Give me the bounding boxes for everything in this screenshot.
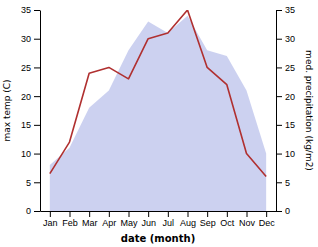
tick-mark bbox=[34, 182, 40, 183]
tick: 25 bbox=[21, 63, 40, 73]
tick-mark bbox=[247, 211, 248, 217]
tick-label: 20 bbox=[21, 92, 31, 102]
tick: May bbox=[120, 211, 138, 228]
y-axis: 0 5 10 15 20 25 30 35 bbox=[21, 5, 41, 216]
tick-label: May bbox=[120, 218, 138, 228]
tick: 15 bbox=[21, 120, 40, 130]
tick-label: Nov bbox=[239, 218, 256, 228]
tick-mark bbox=[276, 182, 282, 183]
tick: 5 bbox=[276, 178, 290, 188]
tick-mark bbox=[148, 211, 149, 217]
tick-mark bbox=[89, 211, 90, 217]
tick-mark bbox=[34, 211, 40, 212]
area bbox=[50, 16, 266, 211]
tick-mark bbox=[276, 125, 282, 126]
tick-label: Sep bbox=[200, 218, 216, 228]
tick-mark bbox=[207, 211, 208, 217]
tick: Nov bbox=[239, 211, 256, 228]
tick: Sep bbox=[200, 211, 216, 228]
tick-label: Jan bbox=[43, 218, 58, 228]
tick-label: 25 bbox=[21, 63, 31, 73]
tick: 10 bbox=[276, 149, 295, 159]
tick-label: 35 bbox=[21, 5, 31, 15]
tick: Jun bbox=[141, 211, 156, 228]
y2-axis: 0 5 10 15 20 25 30 35 bbox=[276, 5, 295, 216]
tick-label: 30 bbox=[21, 34, 31, 44]
tick-label: 10 bbox=[21, 149, 31, 159]
plot: Jan Feb Mar Apr MayJun Jul Aug Sep Oct NovDec 0 5 10… bbox=[2, 5, 314, 244]
tick: 35 bbox=[276, 5, 295, 15]
tick: 10 bbox=[21, 149, 40, 159]
tick-label: 30 bbox=[285, 34, 295, 44]
tick-label: Aug bbox=[180, 218, 196, 228]
tick-mark bbox=[34, 67, 40, 68]
tick-label: Jun bbox=[141, 218, 156, 228]
tick: 30 bbox=[21, 34, 40, 44]
tick-mark bbox=[276, 10, 282, 11]
tick: Dec bbox=[259, 211, 276, 228]
tick-mark bbox=[276, 39, 282, 40]
tick-label: Apr bbox=[102, 218, 116, 228]
tick-mark bbox=[276, 211, 282, 212]
tick-label: 15 bbox=[285, 120, 295, 130]
tick: 0 bbox=[26, 206, 40, 216]
y-axis-title: max temp (C) bbox=[2, 79, 12, 141]
tick-mark bbox=[34, 10, 40, 11]
axis-line bbox=[41, 211, 277, 212]
tick-label: Mar bbox=[82, 218, 98, 228]
tick: Aug bbox=[180, 211, 196, 228]
tick-mark bbox=[129, 211, 130, 217]
tick-label: 5 bbox=[285, 178, 290, 188]
tick-label: Jul bbox=[163, 218, 175, 228]
tick-label: 0 bbox=[285, 206, 290, 216]
tick: Jul bbox=[163, 211, 175, 228]
tick: Mar bbox=[82, 211, 98, 228]
tick-mark bbox=[34, 39, 40, 40]
tick-label: 15 bbox=[21, 120, 31, 130]
tick-mark bbox=[34, 125, 40, 126]
tick: 30 bbox=[276, 34, 295, 44]
tick-label: 5 bbox=[26, 178, 31, 188]
tick-label: 20 bbox=[285, 92, 295, 102]
tick-mark bbox=[34, 154, 40, 155]
tick-mark bbox=[276, 96, 282, 97]
tick-mark bbox=[266, 211, 267, 217]
tick-mark bbox=[109, 211, 110, 217]
tick-label: 25 bbox=[285, 63, 295, 73]
tick-label: 0 bbox=[26, 206, 31, 216]
tick: 20 bbox=[21, 92, 40, 102]
tick-mark bbox=[276, 154, 282, 155]
tick: 15 bbox=[276, 120, 295, 130]
tick-mark bbox=[50, 211, 51, 217]
tick-mark bbox=[34, 96, 40, 97]
tick-label: Feb bbox=[62, 218, 78, 228]
tick: 35 bbox=[21, 5, 40, 15]
tick: Jan bbox=[43, 211, 58, 228]
tick: Feb bbox=[62, 211, 78, 228]
tick: 5 bbox=[26, 178, 40, 188]
line bbox=[50, 10, 266, 177]
tick-mark bbox=[276, 67, 282, 68]
tick-mark bbox=[168, 211, 169, 217]
x-axis-title: date (month) bbox=[121, 233, 195, 244]
tick-mark bbox=[188, 211, 189, 217]
tick-mark bbox=[70, 211, 71, 217]
axis-line bbox=[276, 11, 277, 212]
tick: 20 bbox=[276, 92, 295, 102]
marks bbox=[50, 10, 266, 211]
x-axis: Jan Feb Mar Apr MayJun Jul Aug Sep Oct NovDec bbox=[41, 211, 277, 228]
tick: Oct bbox=[220, 211, 235, 228]
tick: 25 bbox=[276, 63, 295, 73]
tick-label: 10 bbox=[285, 149, 295, 159]
y2-axis-title: med. precipitation (kg/m2) bbox=[304, 50, 314, 171]
axis-line bbox=[40, 11, 41, 212]
tick-label: 35 bbox=[285, 5, 295, 15]
tick-mark bbox=[227, 211, 228, 217]
tick: Apr bbox=[102, 211, 116, 228]
tick-label: Oct bbox=[220, 218, 235, 228]
tick: 0 bbox=[276, 206, 290, 216]
chart: Jan Feb Mar Apr MayJun Jul Aug Sep Oct NovDec 0 5 10… bbox=[0, 0, 318, 247]
tick-label: Dec bbox=[259, 218, 276, 228]
